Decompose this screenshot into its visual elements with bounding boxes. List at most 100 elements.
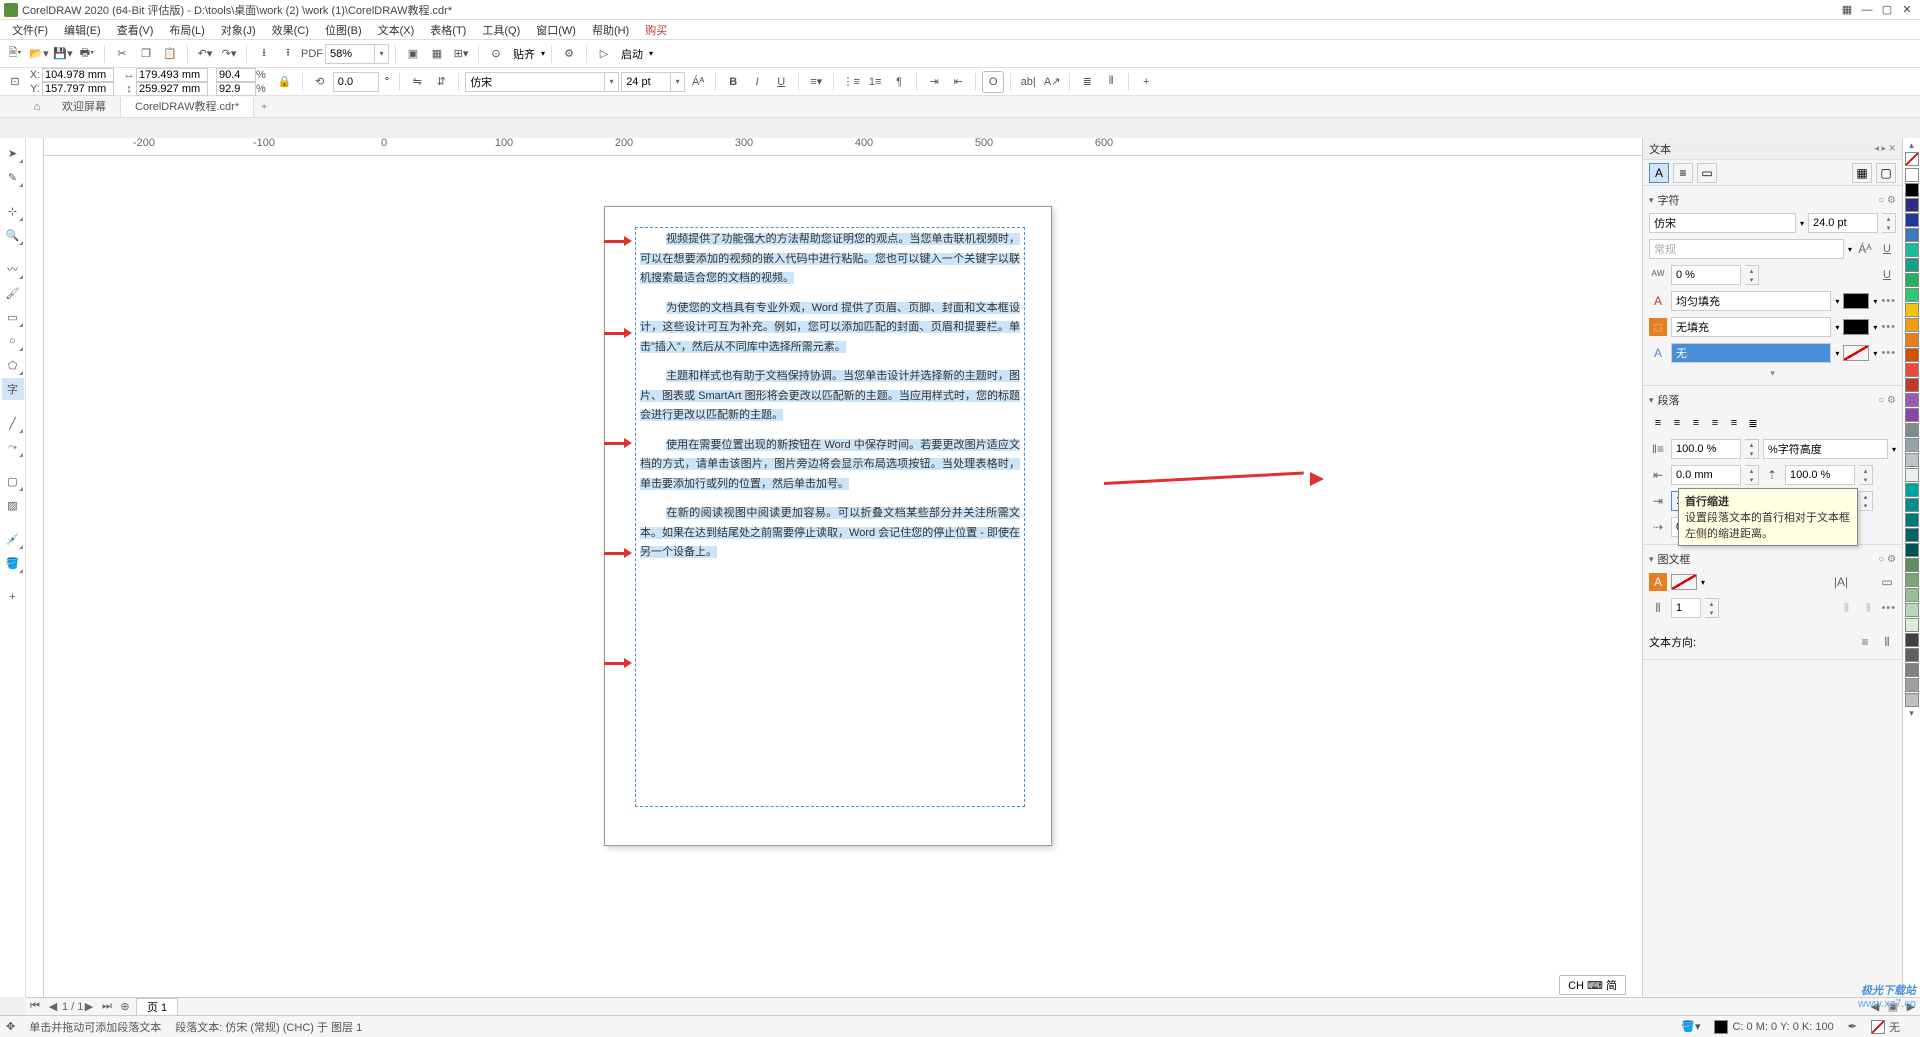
menu-help[interactable]: 帮助(H)	[584, 22, 637, 38]
page-tab-1[interactable]: 页 1	[136, 998, 178, 1016]
text-tool[interactable]: 字	[2, 378, 24, 400]
rotation-input[interactable]	[333, 72, 379, 92]
tab-add[interactable]: +	[254, 101, 274, 113]
minimize-button[interactable]: —	[1858, 3, 1876, 17]
columns-input[interactable]: 1	[1671, 598, 1701, 618]
underline-button[interactable]: U	[770, 71, 792, 93]
color-swatch[interactable]	[1905, 483, 1919, 497]
y-input[interactable]	[42, 82, 114, 96]
line-height-input[interactable]: 100.0 %	[1671, 439, 1741, 459]
color-swatch[interactable]	[1905, 618, 1919, 632]
swatch-none[interactable]	[1905, 152, 1919, 166]
frame-align-icon[interactable]: ▭	[1878, 573, 1896, 591]
sy-input[interactable]	[216, 82, 256, 96]
text-direction-h-button[interactable]: ≣	[1076, 71, 1098, 93]
color-swatch[interactable]	[1905, 528, 1919, 542]
fill-more[interactable]: •••	[1881, 295, 1896, 307]
increase-indent-button[interactable]: ⇥	[923, 71, 945, 93]
color-swatch[interactable]	[1905, 288, 1919, 302]
color-swatch[interactable]	[1905, 348, 1919, 362]
color-swatch[interactable]	[1905, 408, 1919, 422]
text-frame-button[interactable]: ab|	[1017, 71, 1039, 93]
menu-effects[interactable]: 效果(C)	[264, 22, 317, 38]
object-origin-icon[interactable]: ⊡	[4, 71, 26, 93]
expand-tool[interactable]: +	[2, 586, 24, 608]
tab-welcome[interactable]: 欢迎屏幕	[48, 97, 121, 117]
palette-up[interactable]: ▴	[1909, 140, 1914, 151]
crop-tool[interactable]: ⊹	[2, 200, 24, 222]
zoom-dropdown[interactable]: ▾	[325, 44, 389, 64]
launch-icon[interactable]: ▷	[593, 43, 615, 65]
docker-opt1[interactable]: ▦	[1852, 163, 1872, 183]
color-swatch[interactable]	[1905, 633, 1919, 647]
text-dir-v[interactable]: ⦀	[1878, 633, 1896, 651]
color-swatch[interactable]	[1905, 318, 1919, 332]
menu-table[interactable]: 表格(T)	[422, 22, 474, 38]
snap-label[interactable]: 贴齐	[509, 46, 539, 62]
variable-font-icon[interactable]: Áᴬ	[1856, 240, 1874, 258]
color-swatch[interactable]	[1905, 258, 1919, 272]
bg-color[interactable]	[1843, 345, 1869, 361]
menu-edit[interactable]: 编辑(E)	[56, 22, 109, 38]
color-swatch[interactable]	[1905, 183, 1919, 197]
tab-document[interactable]: CorelDRAW教程.cdr*	[121, 97, 254, 117]
italic-button[interactable]: I	[746, 71, 768, 93]
color-swatch[interactable]	[1905, 513, 1919, 527]
bg-more[interactable]: •••	[1881, 347, 1896, 359]
kerning-input[interactable]: 0 %	[1671, 265, 1741, 285]
align-left[interactable]: ≡	[1668, 414, 1686, 432]
redo-button[interactable]: ↷▾	[218, 43, 240, 65]
paragraph-2[interactable]: 为使您的文档具有专业外观，Word 提供了页眉、页脚、封面和文本框设计，这些设计…	[636, 297, 1024, 356]
panel-font-family[interactable]: 仿宋	[1649, 213, 1796, 233]
open-button[interactable]: 📂▾	[28, 43, 50, 65]
frame-text-icon[interactable]: |A|	[1832, 573, 1850, 591]
grid-button[interactable]: ▦	[426, 43, 448, 65]
decrease-indent-button[interactable]: ⇤	[947, 71, 969, 93]
options-button[interactable]: ⚙	[558, 43, 580, 65]
before-spacing-input[interactable]: 100.0 %	[1785, 465, 1855, 485]
color-swatch[interactable]	[1905, 213, 1919, 227]
align-right[interactable]: ≡	[1706, 414, 1724, 432]
color-swatch[interactable]	[1905, 573, 1919, 587]
page-prev[interactable]: ◀	[44, 1000, 62, 1013]
shape-tool[interactable]: ✎	[2, 166, 24, 188]
fullscreen-button[interactable]: ▣	[402, 43, 424, 65]
fill-dropdown[interactable]: 均匀填充	[1671, 291, 1831, 311]
transparency-tool[interactable]: ▨	[2, 494, 24, 516]
color-swatch[interactable]	[1905, 468, 1919, 482]
docker-opt2[interactable]: ▢	[1876, 163, 1896, 183]
color-swatch[interactable]	[1905, 333, 1919, 347]
font-size-dropdown[interactable]: ▾	[621, 72, 685, 92]
page-last[interactable]: ⏭	[98, 1000, 116, 1013]
import-button[interactable]: ⭳	[253, 43, 275, 65]
snap-icon[interactable]: ⊙	[485, 43, 507, 65]
dropcap-button[interactable]: ¶	[888, 71, 910, 93]
outline-dropdown[interactable]: 无填充	[1671, 317, 1831, 337]
h-input[interactable]	[136, 82, 208, 96]
color-swatch[interactable]	[1905, 243, 1919, 257]
panel-font-size[interactable]: 24.0 pt	[1808, 213, 1878, 233]
underline-style-icon[interactable]: U	[1878, 266, 1896, 284]
dropshadow-tool[interactable]: ▢	[2, 470, 24, 492]
status-outline-icon[interactable]: ✒	[1848, 1020, 1857, 1033]
paragraph-4[interactable]: 使用在需要位置出现的新按钮在 Word 中保存时间。若要更改图片适应文档的方式，…	[636, 434, 1024, 493]
connector-tool[interactable]: ⤳	[2, 436, 24, 458]
color-swatch[interactable]	[1905, 678, 1919, 692]
polygon-tool[interactable]: ⬠	[2, 354, 24, 376]
char-mode-button[interactable]: A	[1649, 163, 1669, 183]
color-swatch[interactable]	[1905, 558, 1919, 572]
align-justify[interactable]: ≡	[1725, 414, 1743, 432]
color-swatch[interactable]	[1905, 363, 1919, 377]
color-swatch[interactable]	[1905, 693, 1919, 707]
zoom-tool[interactable]: 🔍	[2, 224, 24, 246]
new-button[interactable]: 🗎▾	[4, 43, 26, 65]
color-swatch[interactable]	[1905, 273, 1919, 287]
status-fill-icon[interactable]: 🪣▾	[1681, 1020, 1700, 1033]
zoom-input[interactable]	[325, 44, 375, 64]
color-swatch[interactable]	[1905, 498, 1919, 512]
font-family-dropdown[interactable]: ▾	[465, 72, 619, 92]
paragraph-5[interactable]: 在新的阅读视图中阅读更加容易。可以折叠文档某些部分并关注所需文本。如果在达到结尾…	[636, 502, 1024, 561]
menu-window[interactable]: 窗口(W)	[528, 22, 584, 38]
panel-font-style[interactable]: 常规	[1649, 239, 1844, 259]
menu-bitmap[interactable]: 位图(B)	[317, 22, 370, 38]
